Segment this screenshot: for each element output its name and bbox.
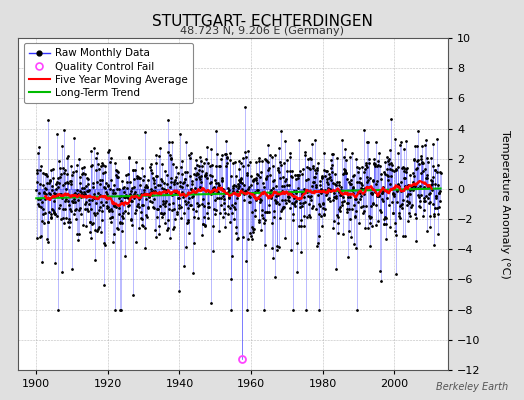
Text: 48.723 N, 9.206 E (Germany): 48.723 N, 9.206 E (Germany) <box>180 26 344 36</box>
Text: STUTTGART- ECHTERDINGEN: STUTTGART- ECHTERDINGEN <box>151 14 373 29</box>
Legend: Raw Monthly Data, Quality Control Fail, Five Year Moving Average, Long-Term Tren: Raw Monthly Data, Quality Control Fail, … <box>24 43 193 103</box>
Y-axis label: Temperature Anomaly (°C): Temperature Anomaly (°C) <box>500 130 510 278</box>
Text: Berkeley Earth: Berkeley Earth <box>436 382 508 392</box>
